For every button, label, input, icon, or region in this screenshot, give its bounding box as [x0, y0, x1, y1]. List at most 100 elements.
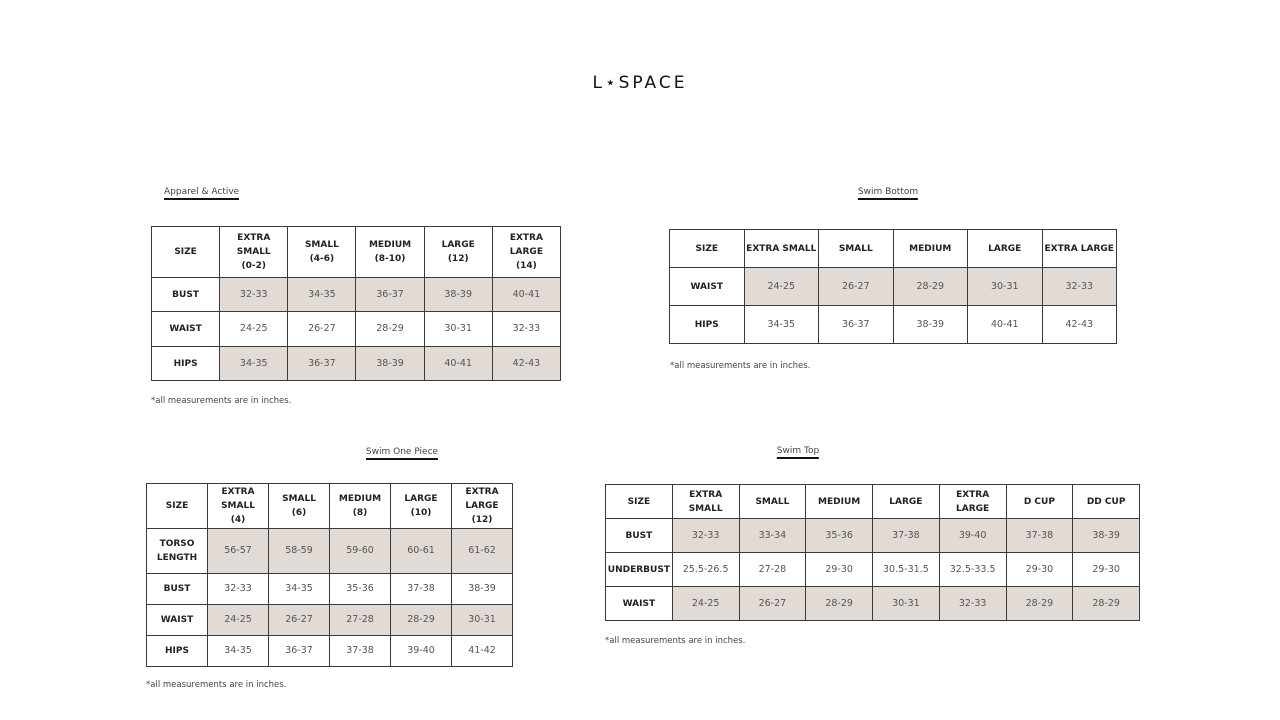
measurement-cell: 38-39: [451, 573, 513, 605]
header-row: SIZE EXTRA SMALL (4) SMALL (6) MEDIUM (8) LA…: [146, 483, 513, 529]
measurement-cell: 32-33: [207, 573, 269, 605]
measurement-cell: 60-61: [390, 528, 452, 574]
measurement-cell: 34-35: [743, 305, 819, 344]
measurement-cell: 40-41: [491, 277, 562, 312]
column-header: DD CUP: [1072, 484, 1140, 519]
measurement-cell: 32-33: [938, 586, 1007, 621]
measurement-cell: 38-39: [1072, 518, 1140, 553]
measurement-cell: 28-29: [390, 604, 452, 636]
chart-title: Swim Bottom: [857, 187, 919, 200]
measurement-cell: 36-37: [268, 635, 330, 667]
column-header: SIZE: [669, 229, 745, 268]
measurement-cell: 30-31: [872, 586, 940, 621]
swim-top-size-table: SIZE EXTRA SMALL SMALL MEDIUM LARGE EXTRA LAR…: [605, 484, 1140, 621]
row-label: WAIST: [146, 604, 208, 636]
chart-title: Apparel & Active: [164, 187, 240, 200]
measurement-cell: 37-38: [1005, 518, 1074, 553]
row-label: TORSO LENGTH: [146, 528, 208, 574]
swim-one-piece-size-table: SIZE EXTRA SMALL (4) SMALL (6) MEDIUM (8) LA…: [146, 483, 513, 667]
table-row: BUST 32-33 33-34 35-36 37-38 39-40 37-38 38-39: [605, 518, 1140, 553]
row-label: BUST: [146, 573, 208, 605]
column-header: EXTRA SMALL (4): [207, 483, 269, 529]
header-row: SIZE EXTRA SMALL (0-2) SMALL (4-6) MEDIUM (…: [150, 226, 562, 278]
measurement-cell: 41-42: [451, 635, 513, 667]
measurement-cell: 37-38: [390, 573, 452, 605]
measurement-note: *all measurements are in inches.: [605, 636, 746, 646]
measurement-cell: 32-33: [671, 518, 740, 553]
measurement-cell: 29-30: [1005, 552, 1074, 587]
measurement-cell: 25.5-26.5: [671, 552, 740, 587]
measurement-cell: 26-27: [738, 586, 807, 621]
measurement-cell: 27-28: [329, 604, 391, 636]
column-header: MEDIUM (8-10): [355, 226, 425, 278]
measurement-note: *all measurements are in inches.: [670, 361, 811, 371]
column-header: LARGE: [872, 484, 940, 519]
measurement-cell: 28-29: [805, 586, 873, 621]
column-header: MEDIUM: [892, 229, 968, 268]
measurement-cell: 28-29: [1005, 586, 1074, 621]
measurement-cell: 24-25: [219, 311, 289, 347]
measurement-cell: 32.5-33.5: [938, 552, 1007, 587]
measurement-cell: 38-39: [892, 305, 968, 344]
measurement-cell: 38-39: [355, 346, 425, 381]
column-header: EXTRA LARGE: [1041, 229, 1117, 268]
row-label: UNDERBUST: [605, 552, 673, 587]
column-header: SIZE: [150, 226, 221, 278]
measurement-cell: 39-40: [938, 518, 1007, 553]
measurement-cell: 35-36: [329, 573, 391, 605]
measurement-cell: 42-43: [491, 346, 562, 381]
measurement-cell: 32-33: [219, 277, 289, 312]
measurement-cell: 32-33: [1041, 267, 1117, 306]
measurement-cell: 26-27: [818, 267, 894, 306]
measurement-cell: 30-31: [423, 311, 493, 347]
table-row: BUST 32-33 34-35 35-36 37-38 38-39: [146, 573, 513, 605]
measurement-cell: 24-25: [207, 604, 269, 636]
column-header: SMALL: [818, 229, 894, 268]
measurement-cell: 34-35: [207, 635, 269, 667]
table-row: HIPS 34-35 36-37 38-39 40-41 42-43: [669, 305, 1117, 344]
column-header: D CUP: [1005, 484, 1074, 519]
measurement-cell: 34-35: [287, 277, 357, 312]
measurement-cell: 38-39: [423, 277, 493, 312]
header-row: SIZE EXTRA SMALL SMALL MEDIUM LARGE EXTRA LAR…: [669, 229, 1117, 268]
measurement-cell: 37-38: [872, 518, 940, 553]
row-label: HIPS: [669, 305, 745, 344]
table-row: WAIST 24-25 26-27 28-29 30-31 32-33: [669, 267, 1117, 306]
measurement-cell: 61-62: [451, 528, 513, 574]
measurement-cell: 39-40: [390, 635, 452, 667]
apparel-size-table: SIZE EXTRA SMALL (0-2) SMALL (4-6) MEDIUM (…: [150, 226, 562, 381]
row-label: WAIST: [605, 586, 673, 621]
measurement-cell: 24-25: [671, 586, 740, 621]
row-label: HIPS: [146, 635, 208, 667]
column-header: MEDIUM (8): [329, 483, 391, 529]
column-header: EXTRA SMALL: [671, 484, 740, 519]
measurement-cell: 42-43: [1041, 305, 1117, 344]
chart-title: Swim Top: [776, 446, 820, 459]
measurement-cell: 34-35: [219, 346, 289, 381]
table-row: HIPS 34-35 36-37 38-39 40-41 42-43: [150, 346, 562, 381]
measurement-cell: 36-37: [355, 277, 425, 312]
column-header: EXTRA LARGE: [938, 484, 1007, 519]
column-header: LARGE (12): [423, 226, 493, 278]
measurement-cell: 26-27: [268, 604, 330, 636]
table-row: TORSO LENGTH 56-57 58-59 59-60 60-61 61-62: [146, 528, 513, 574]
table-row: WAIST 24-25 26-27 28-29 30-31 32-33: [150, 311, 562, 347]
measurement-cell: 34-35: [268, 573, 330, 605]
column-header: SIZE: [605, 484, 673, 519]
measurement-cell: 56-57: [207, 528, 269, 574]
table-row: HIPS 34-35 36-37 37-38 39-40 41-42: [146, 635, 513, 667]
measurement-cell: 35-36: [805, 518, 873, 553]
measurement-cell: 40-41: [423, 346, 493, 381]
row-label: BUST: [150, 277, 221, 312]
row-label: WAIST: [150, 311, 221, 347]
column-header: LARGE: [967, 229, 1043, 268]
measurement-cell: 26-27: [287, 311, 357, 347]
measurement-note: *all measurements are in inches.: [146, 680, 287, 690]
row-label: BUST: [605, 518, 673, 553]
row-label: WAIST: [669, 267, 745, 306]
measurement-cell: 40-41: [967, 305, 1043, 344]
chart-title: Swim One Piece: [365, 447, 439, 460]
measurement-cell: 24-25: [743, 267, 819, 306]
measurement-cell: 28-29: [355, 311, 425, 347]
row-label: HIPS: [150, 346, 221, 381]
